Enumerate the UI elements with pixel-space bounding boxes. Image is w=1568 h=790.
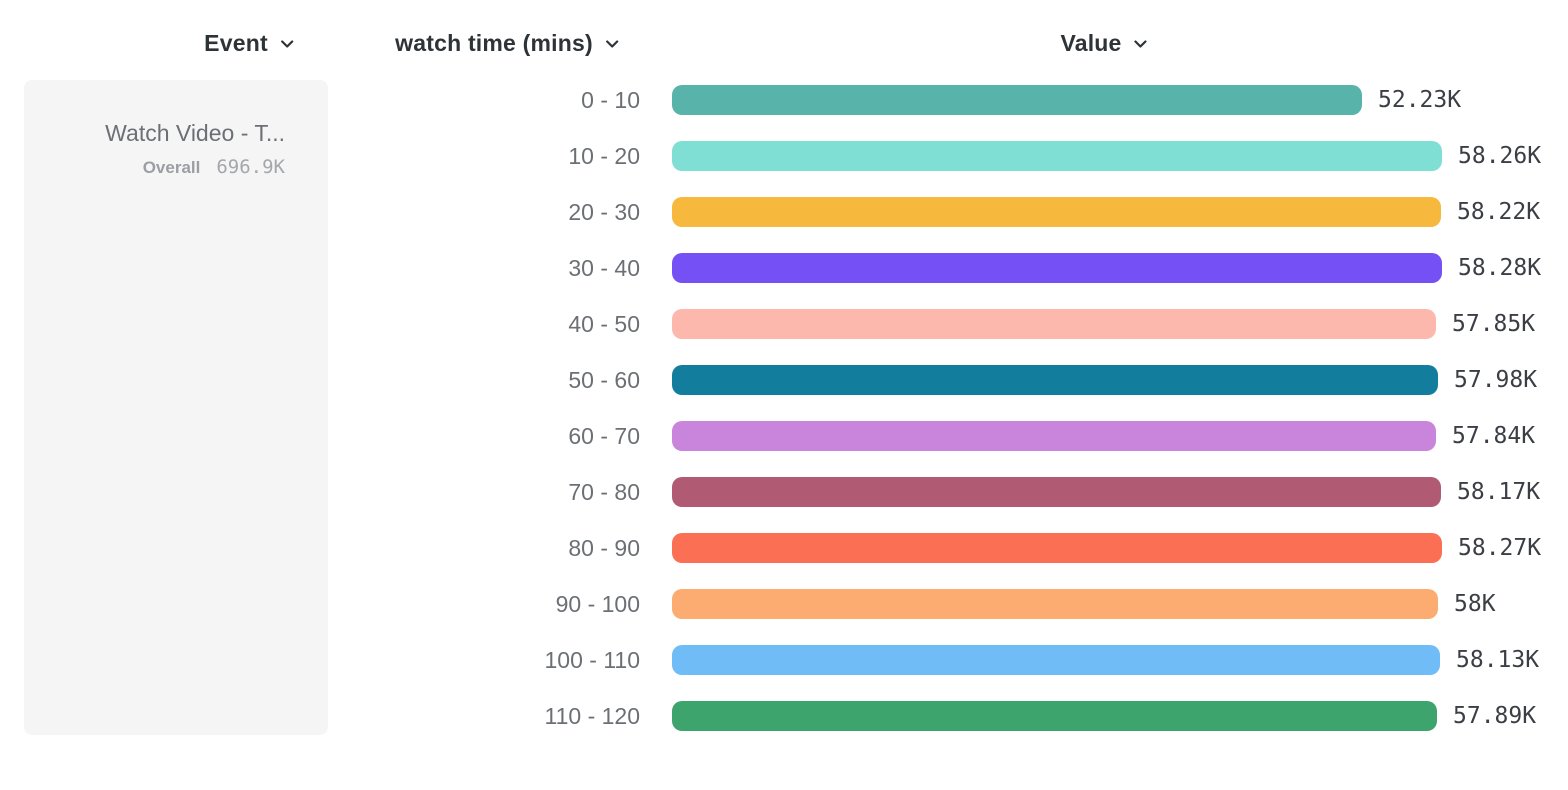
value-label: 58K xyxy=(1454,591,1496,617)
chart-row: 110 - 120 57.89K xyxy=(0,688,1568,744)
bucket-label: 60 - 70 xyxy=(568,422,640,449)
value-label: 58.22K xyxy=(1457,199,1541,225)
value-bar[interactable] xyxy=(672,533,1442,563)
value-bar[interactable] xyxy=(672,589,1438,619)
bucket-label: 50 - 60 xyxy=(568,366,640,393)
value-bar[interactable] xyxy=(672,365,1438,395)
value-bar[interactable] xyxy=(672,645,1440,675)
value-label: 58.26K xyxy=(1458,143,1542,169)
value-bar[interactable] xyxy=(672,85,1362,115)
chart-row: 40 - 50 57.85K xyxy=(0,296,1568,352)
chart-row: 100 - 110 58.13K xyxy=(0,632,1568,688)
bucket-label: 80 - 90 xyxy=(568,534,640,561)
value-label: 58.27K xyxy=(1458,535,1542,561)
value-column-dropdown[interactable]: Value xyxy=(1060,28,1147,58)
chart-row: 80 - 90 58.27K xyxy=(0,520,1568,576)
value-label: 58.13K xyxy=(1456,647,1540,673)
chart-row: 50 - 60 57.98K xyxy=(0,352,1568,408)
chevron-down-icon xyxy=(280,40,294,49)
chevron-down-icon xyxy=(1134,40,1148,49)
event-column-dropdown[interactable]: Event xyxy=(204,28,294,58)
bucket-label: 30 - 40 xyxy=(568,254,640,281)
value-label: 57.89K xyxy=(1453,703,1537,729)
bucket-label: 100 - 110 xyxy=(544,646,640,673)
bucket-label: 110 - 120 xyxy=(544,702,640,729)
value-column-label: Value xyxy=(1060,29,1122,56)
value-label: 57.84K xyxy=(1452,423,1536,449)
value-bar[interactable] xyxy=(672,197,1441,227)
value-label: 58.17K xyxy=(1457,479,1541,505)
chart-row: 30 - 40 58.28K xyxy=(0,240,1568,296)
value-bar[interactable] xyxy=(672,141,1442,171)
chevron-down-icon xyxy=(605,40,619,49)
value-label: 58.28K xyxy=(1458,255,1542,281)
chart-row: 70 - 80 58.17K xyxy=(0,464,1568,520)
value-bar[interactable] xyxy=(672,701,1437,731)
bucket-label: 40 - 50 xyxy=(568,310,640,337)
chart-row: 20 - 30 58.22K xyxy=(0,184,1568,240)
event-column-label: Event xyxy=(204,29,268,56)
bucket-label: 0 - 10 xyxy=(581,86,640,113)
value-bar[interactable] xyxy=(672,421,1436,451)
breakdown-column-dropdown[interactable]: watch time (mins) xyxy=(395,28,619,58)
overall-label: Overall xyxy=(142,158,201,177)
value-label: 52.23K xyxy=(1378,87,1462,113)
chart-row: 10 - 20 58.26K xyxy=(0,128,1568,184)
value-bar[interactable] xyxy=(672,477,1441,507)
bucket-label: 20 - 30 xyxy=(568,198,640,225)
bucket-label: 70 - 80 xyxy=(568,478,640,505)
value-label: 57.85K xyxy=(1452,311,1536,337)
chart-row: 60 - 70 57.84K xyxy=(0,408,1568,464)
value-bar[interactable] xyxy=(672,253,1442,283)
bar-chart: 0 - 10 52.23K 10 - 20 58.26K 20 - 30 58.… xyxy=(0,72,1568,744)
value-label: 57.98K xyxy=(1454,367,1538,393)
chart-row: 0 - 10 52.23K xyxy=(0,72,1568,128)
overall-row: Overall 696.9K xyxy=(24,156,285,178)
breakdown-column-label: watch time (mins) xyxy=(395,29,593,56)
event-title: Watch Video - T... xyxy=(105,120,285,146)
chart-row: 90 - 100 58K xyxy=(0,576,1568,632)
bucket-label: 90 - 100 xyxy=(555,590,640,617)
value-bar[interactable] xyxy=(672,309,1436,339)
overall-value: 696.9K xyxy=(216,156,285,178)
bucket-label: 10 - 20 xyxy=(568,142,640,169)
event-card[interactable]: Watch Video - T... Overall 696.9K xyxy=(24,80,328,735)
